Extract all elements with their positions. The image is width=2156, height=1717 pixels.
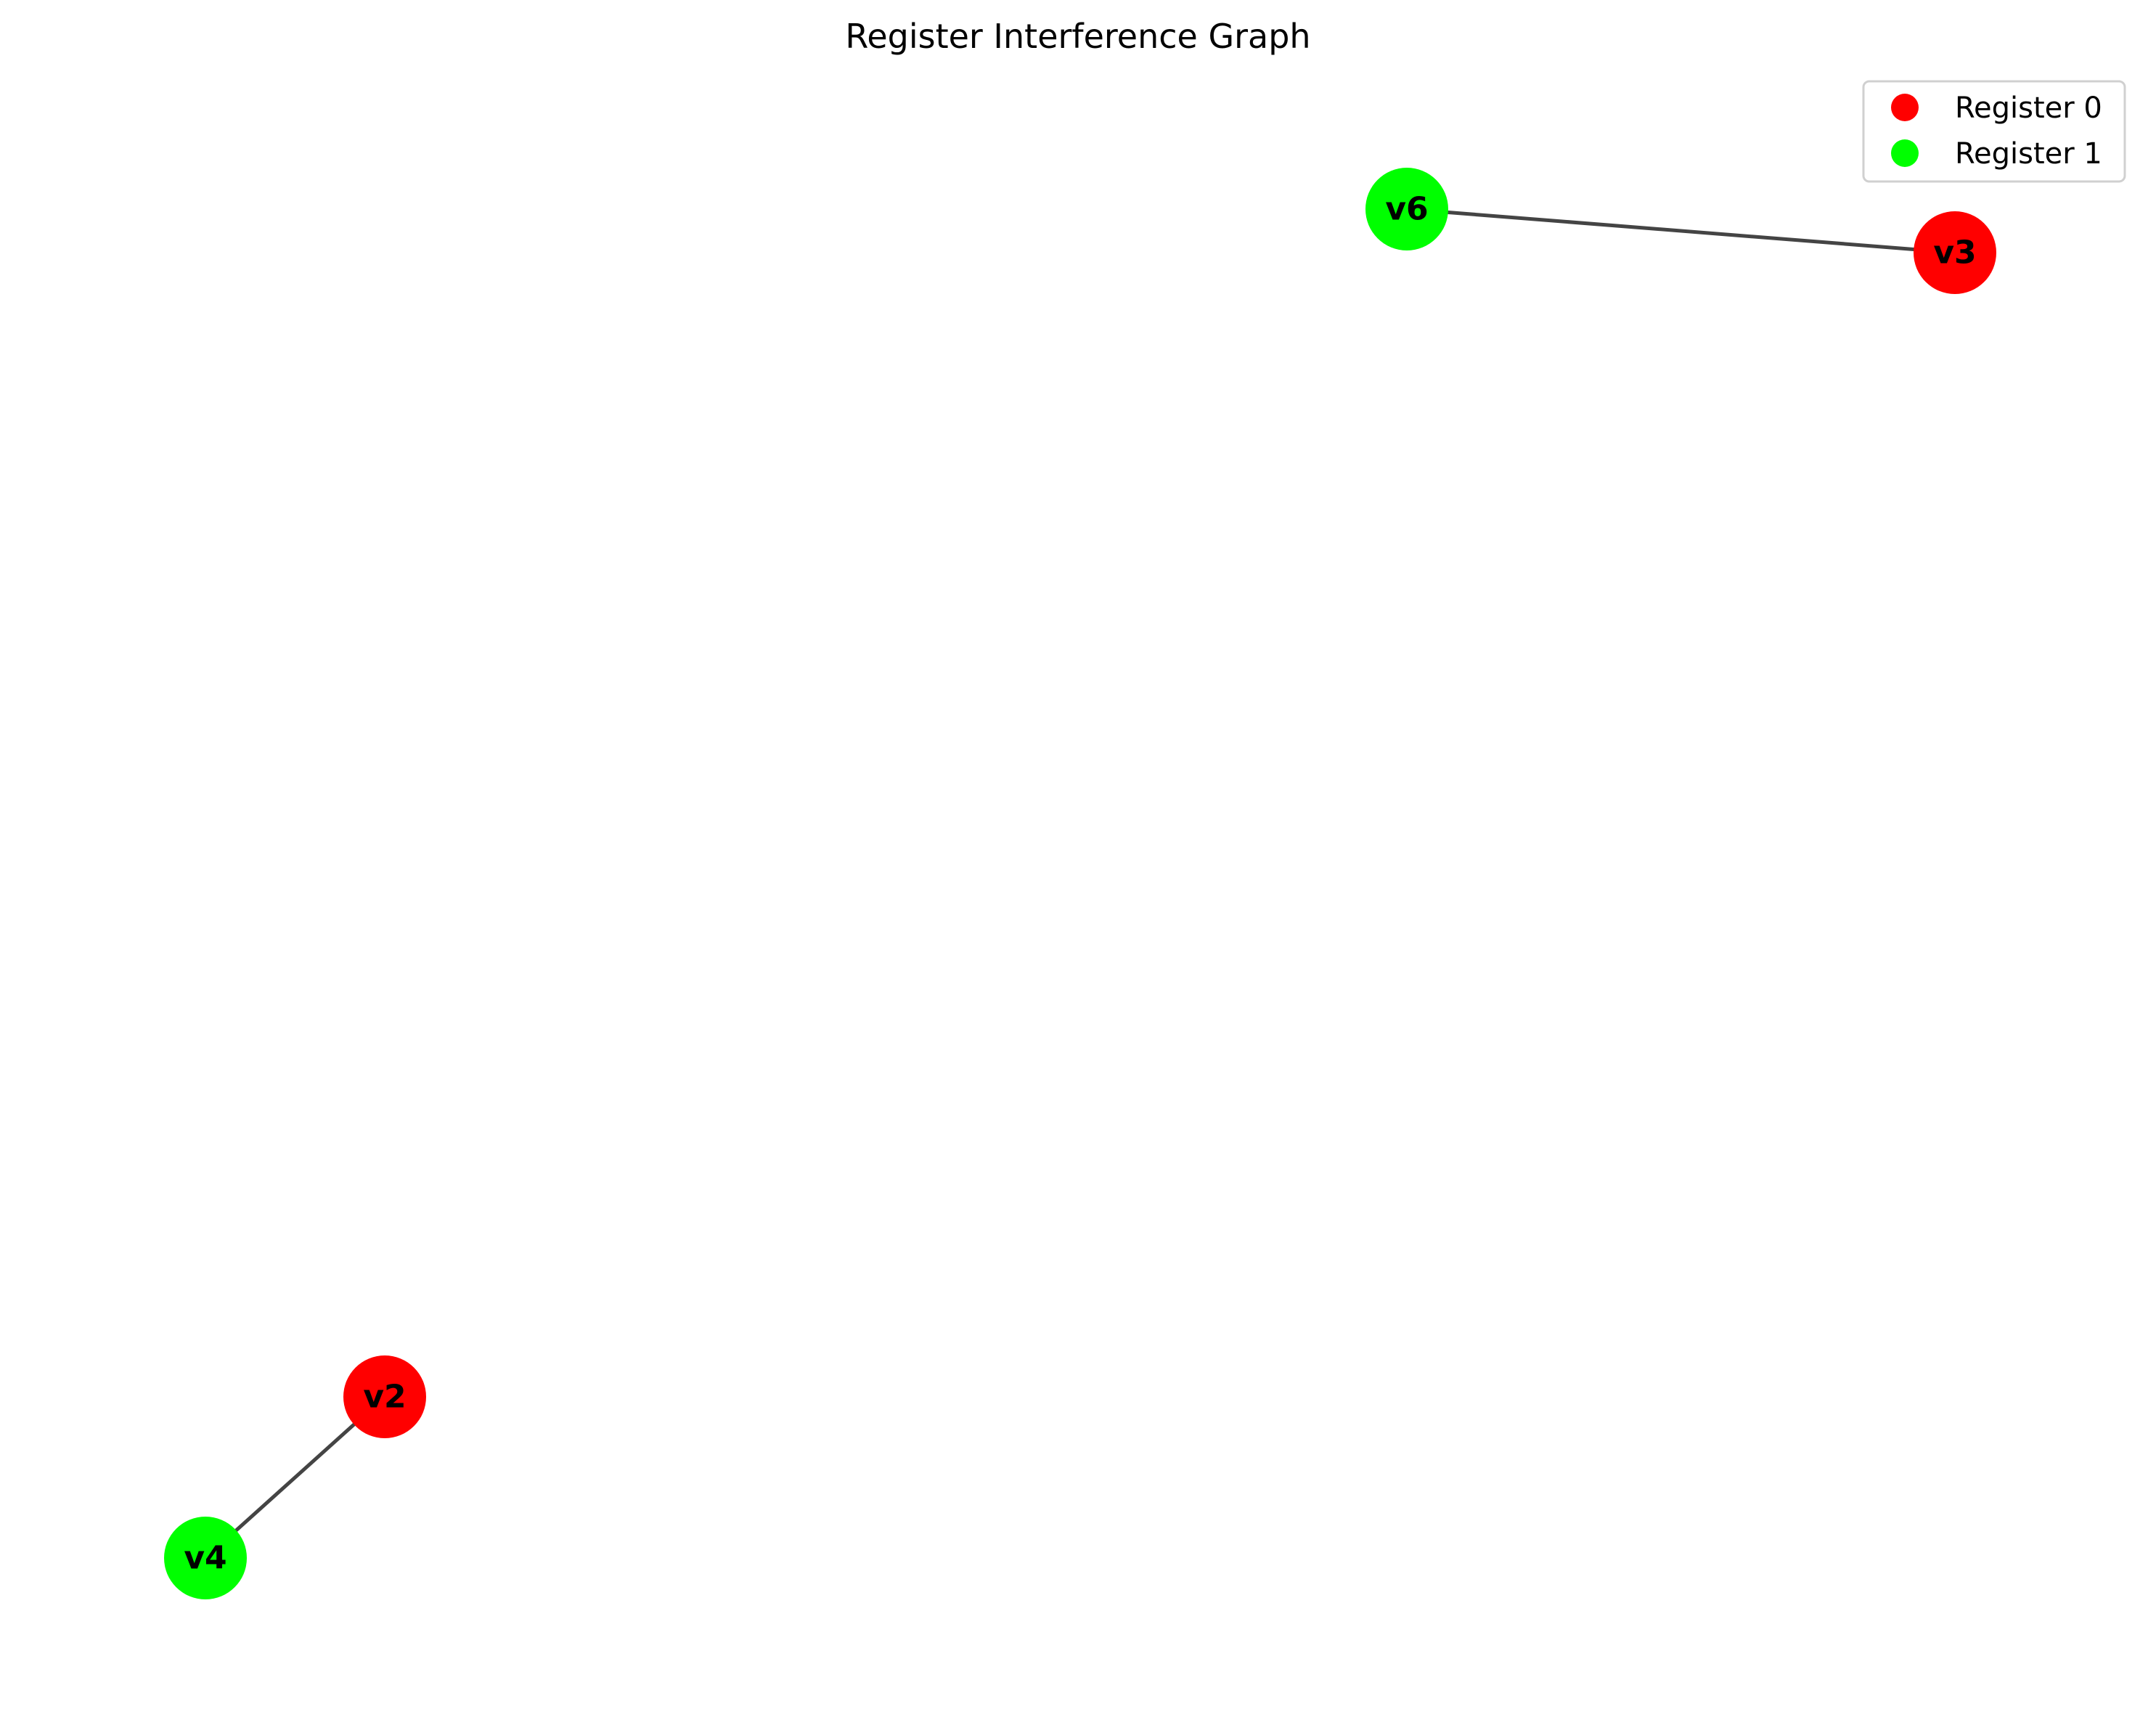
node-circle-v2 — [343, 1355, 426, 1438]
edge-v6-v3 — [1406, 207, 1956, 255]
node-label-v6: v6 — [1385, 191, 1428, 228]
node-v4: v4 — [164, 1517, 247, 1599]
legend-label-register-0: Register 0 — [1955, 91, 2102, 125]
node-label-v4: v4 — [184, 1540, 226, 1577]
node-circle-v6 — [1365, 168, 1448, 250]
node-v6: v6 — [1365, 168, 1448, 250]
node-label-v2: v2 — [363, 1379, 406, 1416]
node-circle-v3 — [1914, 211, 1996, 294]
legend-marker-register-1 — [1891, 139, 1919, 167]
figure-title: Register Interference Graph — [845, 17, 1310, 56]
node-v3: v3 — [1914, 211, 1996, 294]
node-circle-v4 — [164, 1517, 247, 1599]
legend-entry-register-1: Register 1 — [1891, 137, 2102, 171]
legend-marker-register-0 — [1891, 94, 1919, 121]
legend-frame — [1862, 80, 2126, 183]
legend: Register 0 Register 1 — [1862, 80, 2126, 183]
edges-layer — [204, 207, 1956, 1559]
legend-entry-register-0: Register 0 — [1891, 91, 2102, 125]
nodes-layer: v6 v3 v2 v4 — [164, 168, 1996, 1599]
node-label-v3: v3 — [1933, 234, 1976, 272]
node-v2: v2 — [343, 1355, 426, 1438]
legend-label-register-1: Register 1 — [1955, 137, 2102, 171]
